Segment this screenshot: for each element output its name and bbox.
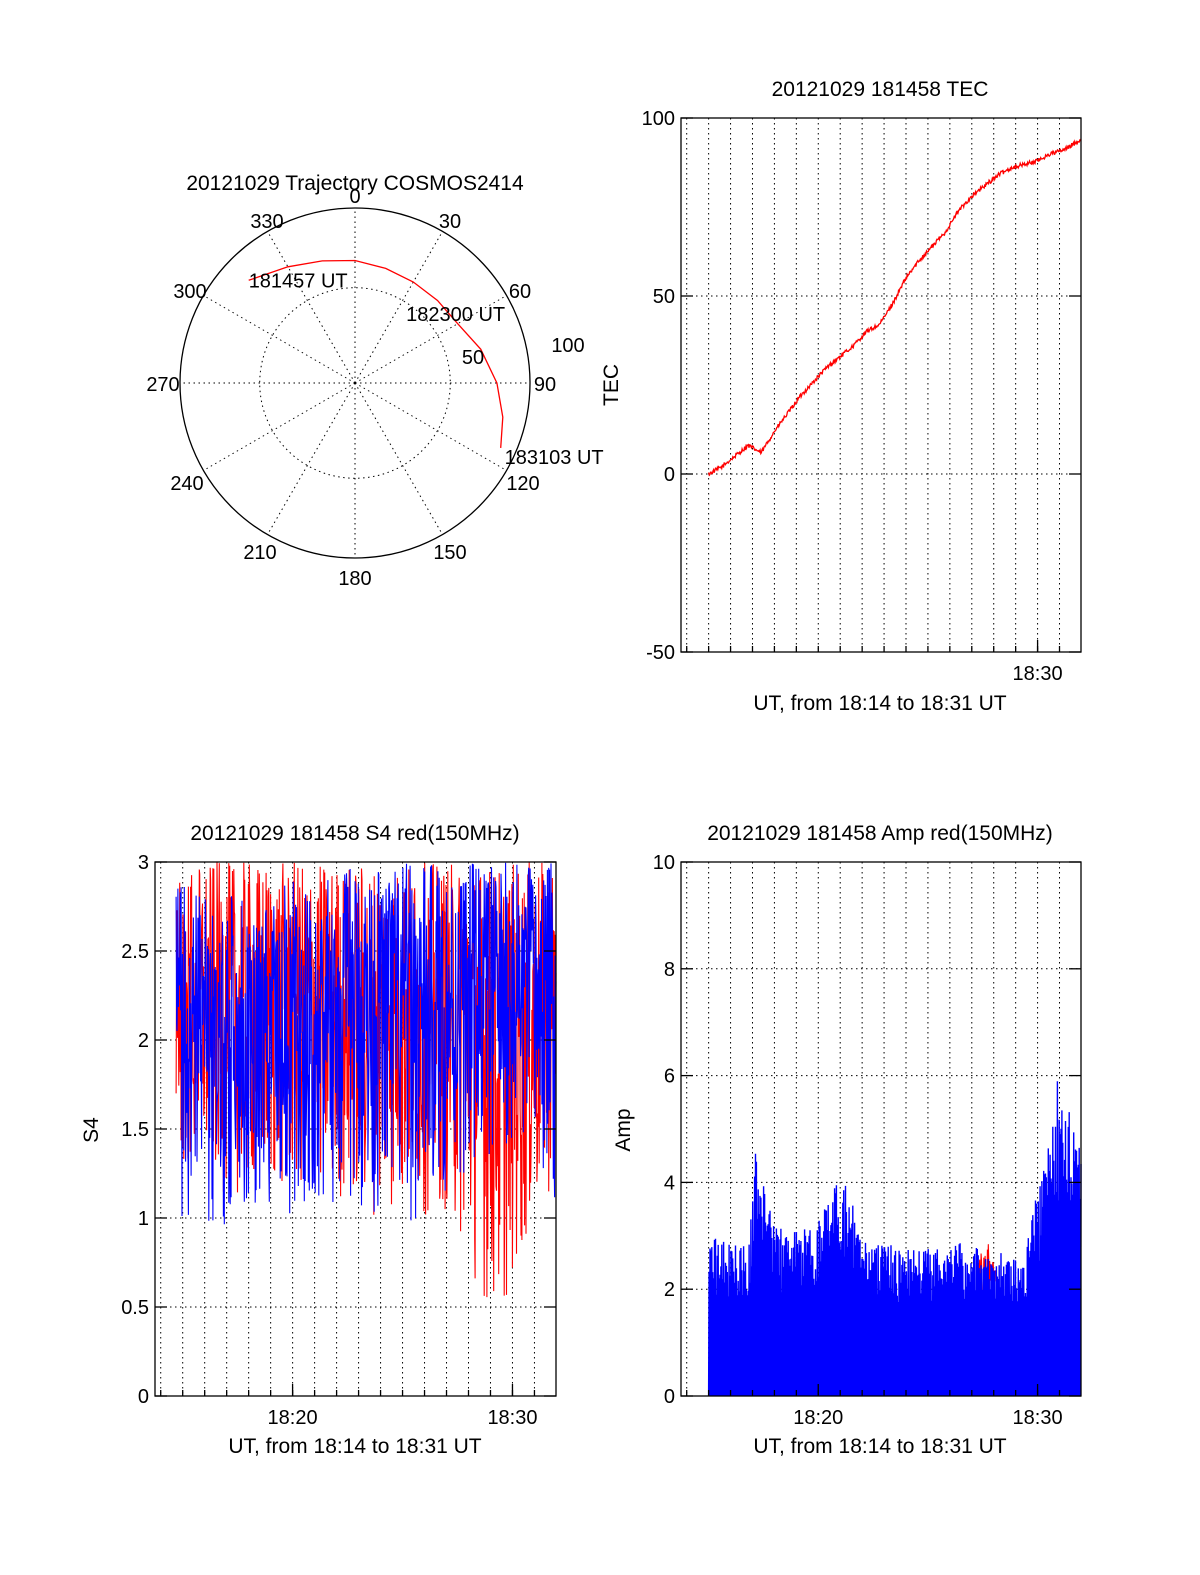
azimuth-label: 0: [349, 186, 360, 208]
data-layer: [707, 138, 1082, 477]
azimuth-label: 330: [250, 211, 283, 233]
polar-spoke: [267, 382, 356, 535]
y-tick-label: 50: [653, 286, 675, 308]
azimuth-label: 30: [439, 211, 461, 233]
azimuth-label: 150: [433, 542, 466, 564]
plot-frame: [680, 117, 1082, 653]
axes-layer: -50 0 50 100 18:30: [642, 108, 1082, 685]
y-tick-label: 4: [664, 1172, 675, 1194]
azimuth-label: 90: [534, 374, 556, 396]
axes-layer: 0 2 4 6 8 10 18:20 18:30: [653, 852, 1082, 1429]
series-trace: [707, 1081, 1082, 1397]
y-tick-label: 0: [138, 1386, 149, 1408]
y-tick-label: 0: [664, 1386, 675, 1408]
time-annotation: 181457 UT: [249, 270, 348, 292]
polar-spoke: [354, 382, 507, 471]
radial-label: 100: [551, 335, 584, 357]
polar-spoke: [354, 295, 507, 384]
s4-xlabel: UT, from 18:14 to 18:31 UT: [228, 1435, 481, 1458]
y-tick-label: 2.5: [121, 941, 149, 963]
y-tick-label: 2: [138, 1030, 149, 1052]
x-tick-label: 18:30: [487, 1407, 537, 1429]
polar-spoke: [267, 231, 356, 384]
s4-title: 20121029 181458 S4 red(150MHz): [190, 822, 519, 845]
polar-spoke: [354, 382, 443, 535]
polar-spoke: [203, 295, 356, 384]
x-tick-label: 18:20: [268, 1407, 318, 1429]
tec-ylabel: TEC: [600, 364, 623, 406]
axes-layer: 0 0.5 1 1.5 2 2.5 3 18:20 18:30: [121, 852, 557, 1429]
tec-xlabel: UT, from 18:14 to 18:31 UT: [753, 692, 1006, 715]
y-tick-label: 0: [664, 464, 675, 486]
polar-labels: 0 30 60 90 120 150 180 210 240 270 300 330 50 100 1814…: [146, 186, 603, 590]
tec-title: 20121029 181458 TEC: [772, 78, 989, 101]
azimuth-label: 240: [170, 473, 203, 495]
x-tick-label: 18:30: [1013, 663, 1063, 685]
series-line: [707, 138, 1082, 477]
series-trace: [175, 862, 557, 1225]
azimuth-label: 60: [509, 281, 531, 303]
amp-plot: 20121029 181458 Amp red(150MHz) UT, from…: [612, 822, 1082, 1458]
radial-label: 50: [462, 347, 484, 369]
grid-layer: [681, 118, 1081, 652]
azimuth-label: 270: [146, 374, 179, 396]
azimuth-label: 300: [173, 281, 206, 303]
polar-spoke: [354, 231, 443, 384]
y-tick-label: 1: [138, 1208, 149, 1230]
azimuth-label: 120: [506, 473, 539, 495]
y-tick-label: -50: [646, 642, 675, 664]
y-tick-label: 2: [664, 1279, 675, 1301]
x-tick-label: 18:30: [1013, 1407, 1063, 1429]
s4-ylabel: S4: [80, 1117, 103, 1143]
tec-plot: 20121029 181458 TEC UT, from 18:14 to 18…: [600, 78, 1082, 715]
y-tick-label: 1.5: [121, 1119, 149, 1141]
trajectory-polar-plot: 20121029 Trajectory COSMOS2414 0 30 60 90 12…: [146, 172, 603, 590]
azimuth-label: 210: [243, 542, 276, 564]
amp-ylabel: Amp: [612, 1108, 635, 1151]
polar-series: [248, 259, 504, 448]
polar-title: 20121029 Trajectory COSMOS2414: [186, 172, 524, 195]
plot-frame: [154, 861, 557, 1397]
y-tick-label: 10: [653, 852, 675, 874]
data-layer: [707, 1081, 1082, 1397]
azimuth-label: 180: [338, 568, 371, 590]
amp-xlabel: UT, from 18:14 to 18:31 UT: [753, 1435, 1006, 1458]
s4-plot: 20121029 181458 S4 red(150MHz) UT, from …: [80, 822, 557, 1458]
x-tick-label: 18:20: [793, 1407, 843, 1429]
polar-outer-circle: [179, 207, 531, 559]
plot-frame: [680, 861, 1082, 1397]
y-tick-label: 0.5: [121, 1297, 149, 1319]
y-tick-label: 3: [138, 852, 149, 874]
polar-spoke: [203, 382, 356, 471]
polar-grid: [179, 207, 531, 559]
y-tick-label: 6: [664, 1066, 675, 1088]
time-annotation: 182300 UT: [406, 304, 505, 326]
time-annotation: 183103 UT: [505, 447, 604, 469]
trajectory-line: [248, 259, 504, 448]
amp-title: 20121029 181458 Amp red(150MHz): [707, 822, 1053, 845]
y-tick-label: 8: [664, 959, 675, 981]
data-layer: [175, 862, 557, 1298]
y-tick-label: 100: [642, 108, 675, 130]
